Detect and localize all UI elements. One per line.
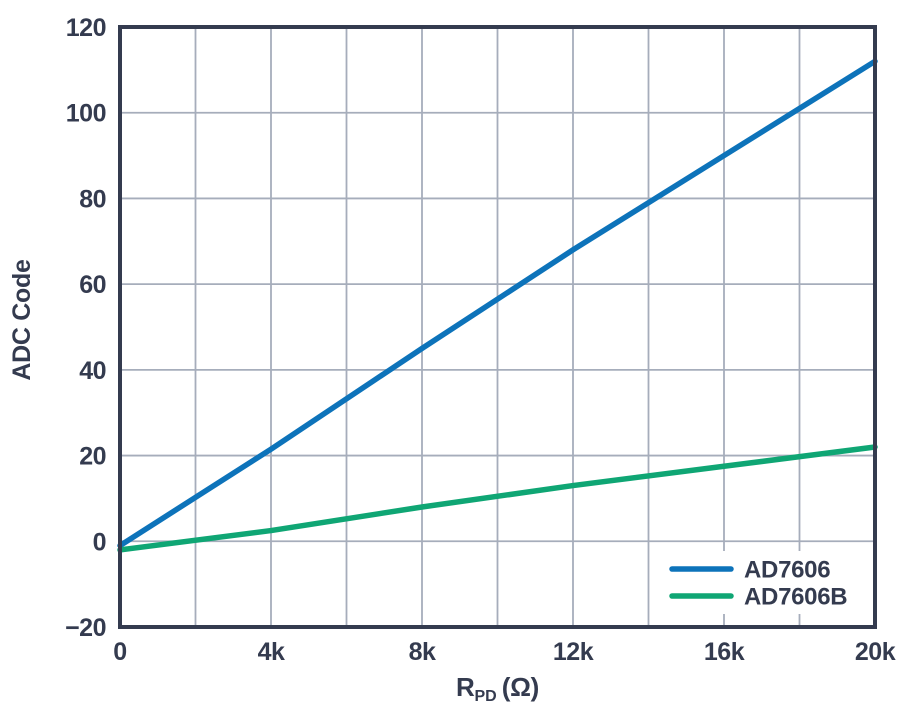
- y-tick-label: −20: [65, 614, 106, 642]
- legend-background: [659, 551, 869, 614]
- y-tick-label: 100: [66, 100, 106, 128]
- x-axis-unit: (Ω): [501, 672, 540, 702]
- y-tick-label: 40: [79, 357, 106, 385]
- x-tick-label: 12k: [553, 638, 594, 666]
- x-tick-label: 0: [113, 638, 126, 666]
- x-tick-label: 16k: [704, 638, 745, 666]
- x-tick-label: 20k: [855, 638, 896, 666]
- series-line-ad7606b: [117, 444, 878, 553]
- x-axis-symbol: R: [456, 672, 475, 702]
- x-tick-label: 8k: [409, 638, 436, 666]
- legend-label: AD7606B: [744, 584, 847, 611]
- x-tick-label: 4k: [258, 638, 285, 666]
- y-tick-label: 0: [93, 528, 106, 556]
- x-axis-subscript: PD: [474, 688, 497, 705]
- y-tick-label: 120: [66, 14, 106, 42]
- y-tick-label: 60: [79, 271, 106, 299]
- plot-frame: [118, 25, 877, 629]
- y-axis-title: ADC Code: [8, 259, 36, 381]
- y-tick-label: 20: [79, 443, 106, 471]
- legend-label: AD7606: [744, 557, 830, 584]
- x-axis-title: RPD (Ω): [120, 672, 875, 705]
- series-line-ad7606: [117, 58, 878, 549]
- y-tick-label: 80: [79, 185, 106, 213]
